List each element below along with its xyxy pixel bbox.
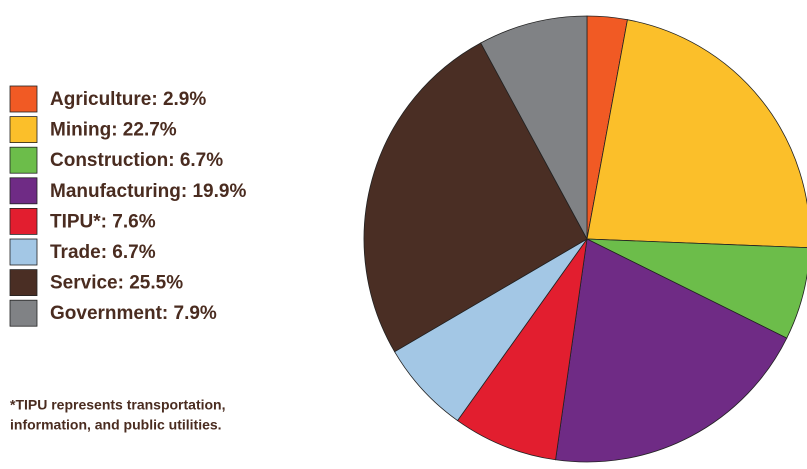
legend-label: Construction: 6.7% — [50, 150, 223, 171]
footnote: information, and public utilities. — [10, 417, 222, 433]
legend-label: Manufacturing: 19.9% — [50, 181, 246, 202]
pie-slice — [586, 19, 807, 249]
legend-swatch — [9, 146, 38, 174]
legend-swatch — [9, 269, 38, 297]
pie-slice — [456, 238, 588, 461]
legend-label: Mining: 22.7% — [50, 120, 177, 141]
legend-label: Government: 7.9% — [50, 303, 217, 324]
pie — [363, 15, 807, 463]
legend-label: Trade: 6.7% — [50, 242, 156, 263]
footnote: *TIPU represents transportation, — [10, 397, 226, 413]
pie-slice — [480, 15, 588, 240]
legend: Agriculture: 2.9% Mining: 22.7% Constructi… — [9, 85, 246, 327]
legend-swatch — [9, 299, 38, 327]
legend-swatch — [9, 116, 38, 143]
pie-slice — [555, 238, 788, 463]
pie-slice — [363, 42, 588, 353]
legend-label: Service: 25.5% — [50, 273, 183, 294]
legend-swatch — [9, 238, 38, 266]
legend-swatch — [9, 207, 38, 235]
legend-swatch — [9, 85, 38, 113]
legend-label: TIPU*: 7.6% — [50, 211, 156, 232]
legend-swatch — [9, 177, 38, 205]
legend-label: Agriculture: 2.9% — [50, 89, 206, 110]
